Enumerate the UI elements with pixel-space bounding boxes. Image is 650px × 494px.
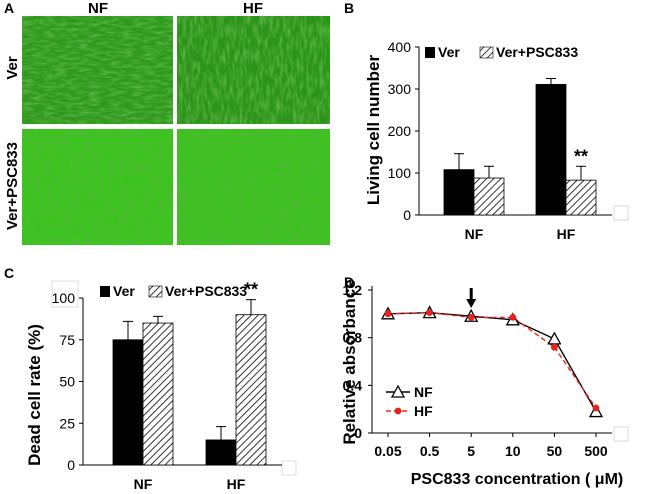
chart-b-ytick-label-1: 100 — [388, 165, 412, 181]
chart-b: 0 100 200 300 400 NF HF ** Ver Ver+PSC833 — [388, 39, 612, 242]
panel-c-letter: C — [4, 265, 14, 281]
chart-c-bar-0-0 — [112, 339, 144, 466]
chart-b-ylabel: Living cell number — [364, 55, 383, 206]
chart-d-xtick-label-0: 0.05 — [374, 443, 401, 459]
placeholder-box-c1 — [51, 280, 79, 308]
chart-b-xtick-label-0: NF — [465, 226, 484, 242]
chart-c-ylabel: Dead cell rate (%) — [25, 324, 44, 466]
chart-d-xtick-label-5: 500 — [584, 443, 608, 459]
chart-d-point-hf-4 — [551, 343, 558, 351]
chart-d: 0 0.4 0.8 1.2 0.05 0.5 5 10 50 500 NF HF — [343, 282, 612, 459]
chart-b-bar-1-0 — [535, 83, 567, 216]
chart-d-xtick-label-2: 5 — [467, 443, 475, 459]
chart-d-xtick-label-3: 10 — [505, 443, 521, 459]
chart-c: 0 25 50 75 100 NF HF ** Ver Ver+PSC833 — [52, 280, 282, 492]
chart-d-point-hf-3 — [509, 314, 517, 321]
chart-d-ytick-label-2: 0.8 — [343, 330, 363, 346]
chart-c-legend-label-1: Ver+PSC833 — [165, 283, 247, 299]
chart-c-bar-1-0 — [205, 439, 237, 466]
chart-b-bar-0-0 — [443, 169, 475, 216]
chart-b-ytick-label-3: 300 — [388, 81, 412, 97]
placeholder-box-d — [613, 426, 629, 442]
chart-c-legend-swatch-1 — [148, 285, 163, 298]
chart-c-legend-swatch-0 — [100, 286, 110, 297]
chart-d-ytick-label-1: 0.4 — [343, 377, 363, 393]
panel-a-letter: A — [4, 0, 14, 16]
chart-d-ytick-label-0: 0 — [354, 425, 362, 441]
chart-b-ytick-label-4: 400 — [388, 39, 412, 55]
chart-c-xtick-label-0: NF — [134, 476, 153, 492]
chart-d-xlabel: PSC833 concentration ( μM) — [411, 471, 624, 488]
chart-d-line-hf — [387, 311, 597, 409]
chart-c-xtick-label-1: HF — [227, 476, 246, 492]
micrograph-psc833-nf — [22, 129, 173, 245]
chart-b-bar-1-1 — [565, 179, 597, 216]
chart-c-ytick-label-4: 100 — [52, 290, 76, 306]
panel-a: A NF HF Ver Ver+PSC833 — [4, 0, 330, 245]
chart-c-significance: ** — [244, 280, 258, 300]
row-label-ver: Ver — [4, 56, 21, 80]
chart-d-point-hf-5 — [592, 404, 600, 412]
chart-d-legend-marker-nf — [390, 384, 406, 398]
chart-b-bar-0-1 — [473, 177, 505, 216]
row-label-ver-psc833: Ver+PSC833 — [4, 142, 21, 230]
chart-d-point-hf-2 — [467, 314, 475, 321]
chart-c-ytick-label-1: 25 — [59, 415, 75, 431]
chart-d-point-hf-0 — [384, 310, 392, 318]
chart-d-ytick-label-3: 1.2 — [343, 282, 363, 298]
chart-b-ytick-label-0: 0 — [403, 207, 411, 223]
chart-d-legend-label-hf: HF — [414, 403, 433, 419]
chart-b-legend-swatch-1 — [479, 46, 494, 59]
chart-c-ytick-label-2: 50 — [59, 374, 75, 390]
placeholder-box-c2 — [281, 460, 297, 476]
chart-d-point-nf-4 — [547, 331, 562, 345]
chart-d-arrow-head — [466, 299, 477, 308]
chart-b-legend-swatch-0 — [425, 47, 435, 58]
placeholder-box-b — [613, 205, 629, 221]
chart-d-ylabel: Relative absorbance — [340, 279, 359, 444]
col-label-hf: HF — [243, 0, 263, 17]
chart-b-significance: ** — [574, 146, 588, 166]
panel-b-letter: B — [344, 0, 354, 16]
panel-d: D Relative absorbance PSC833 concentrati… — [340, 274, 629, 488]
chart-c-legend-label-0: Ver — [113, 283, 135, 299]
micrograph-ver-hf — [177, 16, 330, 124]
micrograph-psc833-hf — [177, 129, 330, 245]
chart-b-legend-label-1: Ver+PSC833 — [496, 44, 578, 60]
chart-d-xtick-label-1: 0.5 — [420, 443, 440, 459]
micrograph-ver-nf — [22, 16, 173, 124]
chart-c-bar-0-1 — [142, 322, 174, 466]
chart-c-ytick-label-3: 75 — [59, 332, 75, 348]
chart-c-bar-1-1 — [235, 314, 267, 466]
chart-d-legend-label-nf: NF — [414, 384, 433, 400]
chart-c-ytick-label-0: 0 — [67, 457, 75, 473]
panel-d-letter: D — [344, 274, 354, 290]
chart-b-ytick-label-2: 200 — [388, 123, 412, 139]
panel-b: B Living cell number 0 100 200 300 400 NF HF **… — [344, 0, 629, 242]
chart-d-legend-marker-hf — [394, 407, 402, 415]
chart-d-xtick-label-4: 50 — [547, 443, 563, 459]
chart-b-legend-label-0: Ver — [438, 44, 460, 60]
chart-d-point-hf-1 — [426, 309, 433, 317]
col-label-nf: NF — [88, 0, 108, 17]
chart-b-xtick-label-1: HF — [557, 226, 576, 242]
